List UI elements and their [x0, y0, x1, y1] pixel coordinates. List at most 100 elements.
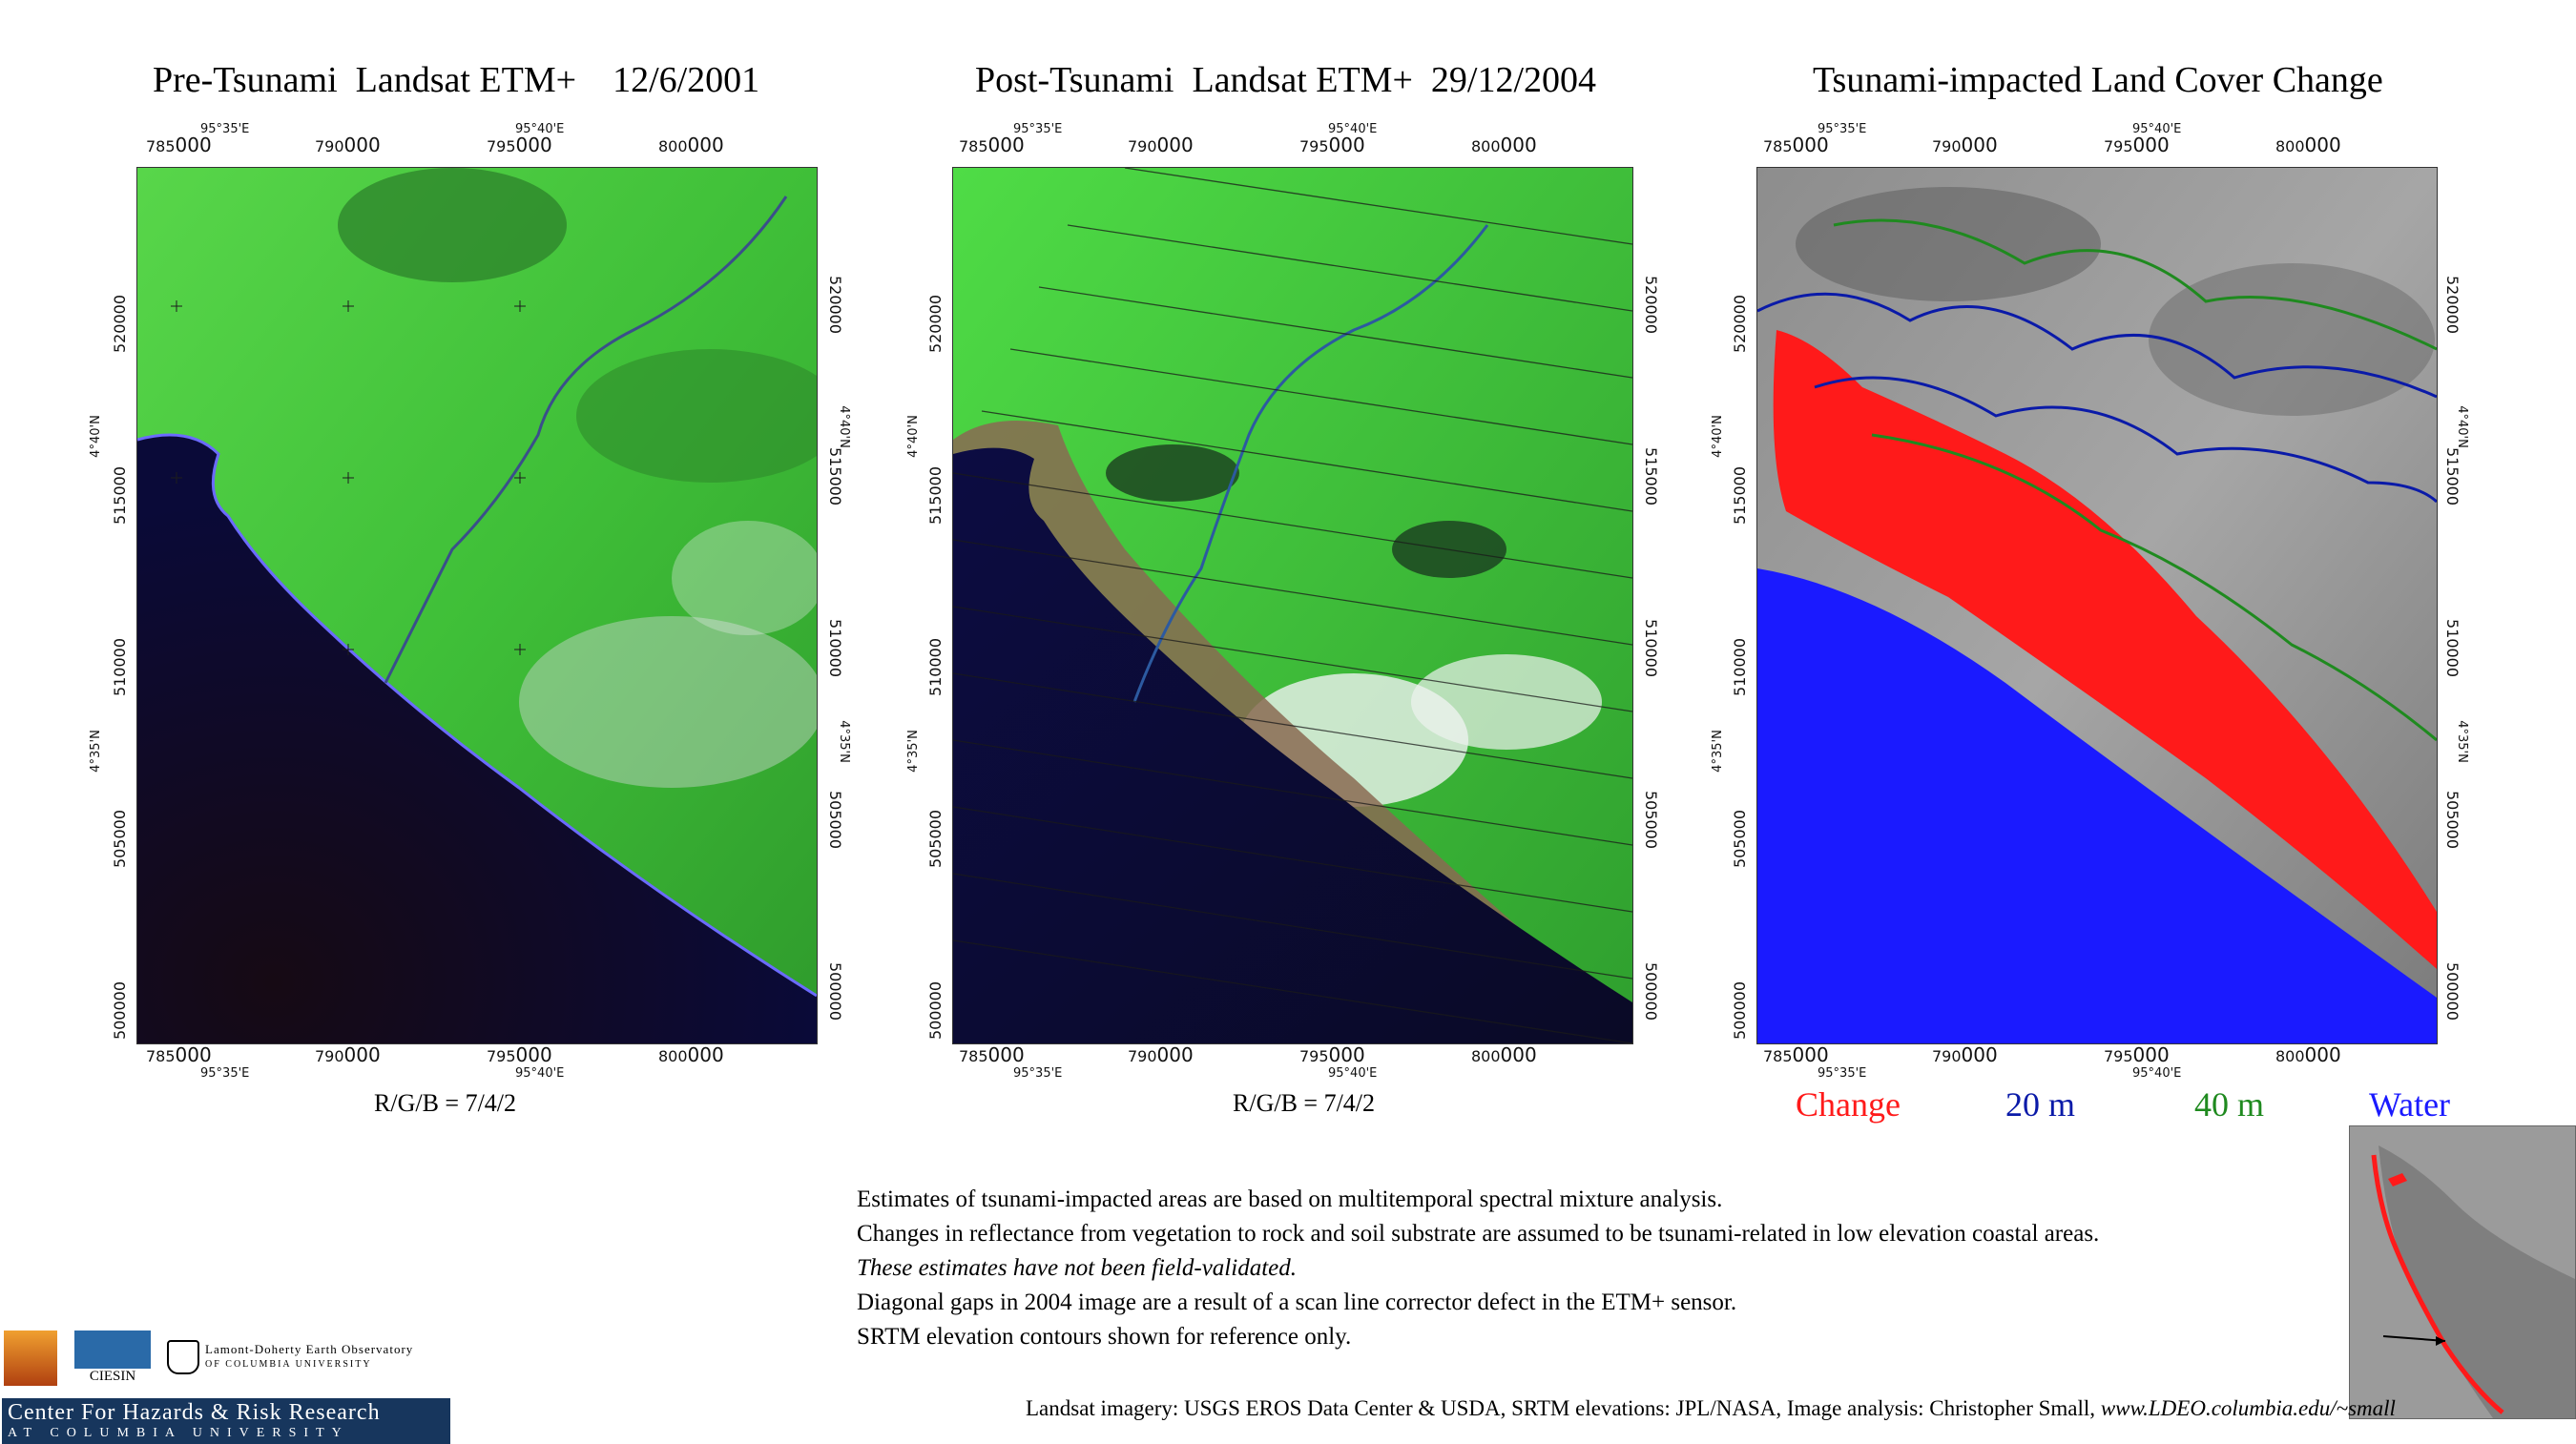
longitude-label: 95°40'E	[2132, 1066, 2182, 1081]
longitude-label: 95°40'E	[515, 1066, 565, 1081]
northing-label: 500000	[1731, 980, 1750, 1041]
easting-label: 795000	[1299, 134, 1365, 156]
longitude-label: 95°35'E	[200, 1066, 250, 1081]
northing-label: 505000	[826, 790, 845, 850]
panel-title-post: Post-Tsunami Landsat ETM+ 29/12/2004	[975, 60, 1597, 100]
legend-water: Water	[2369, 1085, 2451, 1124]
sedac-logo	[4, 1331, 57, 1386]
easting-label: 800000	[658, 1043, 724, 1066]
easting-label: 795000	[1299, 1043, 1365, 1066]
easting-label: 785000	[959, 1043, 1025, 1066]
northing-label: 510000	[926, 637, 945, 697]
northing-label: 515000	[826, 446, 845, 506]
easting-label: 785000	[1763, 1043, 1829, 1066]
northing-label: 515000	[111, 465, 130, 526]
northing-label: 505000	[926, 809, 945, 869]
latitude-label: 4°40'N	[2454, 405, 2469, 448]
easting-label: 800000	[2275, 1043, 2341, 1066]
northing-label: 500000	[111, 980, 130, 1041]
note-line: Diagonal gaps in 2004 image are a result…	[857, 1289, 1737, 1315]
northing-label: 510000	[111, 637, 130, 697]
panel-title-change: Tsunami-impacted Land Cover Change	[1813, 60, 2383, 100]
notes: Estimates of tsunami-impacted areas are …	[857, 1183, 2099, 1354]
northing-label: 520000	[1731, 294, 1750, 354]
latitude-label: 4°35'N	[836, 720, 851, 763]
easting-label: 790000	[1128, 134, 1194, 156]
northing-label: 505000	[111, 809, 130, 869]
chrr-line1: Center For Hazards & Risk Research	[8, 1400, 381, 1425]
northing-label: 500000	[2443, 961, 2462, 1021]
chrr-banner: Center For Hazards & Risk Research AT CO…	[2, 1398, 450, 1444]
longitude-label: 95°35'E	[200, 122, 250, 136]
easting-label: 800000	[658, 134, 724, 156]
legend-20m: 20 m	[2005, 1085, 2076, 1124]
northing-label: 515000	[926, 465, 945, 526]
easting-label: 800000	[2275, 134, 2341, 156]
easting-label: 790000	[1128, 1043, 1194, 1066]
northing-label: 520000	[111, 294, 130, 354]
legend-40m: 40 m	[2194, 1085, 2265, 1124]
chrr-line2: AT COLUMBIA UNIVERSITY	[8, 1426, 349, 1440]
easting-label: 795000	[2104, 134, 2170, 156]
easting-label: 795000	[487, 134, 552, 156]
longitude-label: 95°35'E	[1818, 1066, 1867, 1081]
easting-label: 785000	[146, 1043, 212, 1066]
easting-label: 790000	[315, 134, 381, 156]
ciesin-logo: CIESIN	[74, 1331, 151, 1390]
latitude-label: 4°35'N	[88, 730, 103, 773]
latitude-label: 4°40'N	[88, 415, 103, 458]
longitude-label: 95°40'E	[2132, 122, 2182, 136]
easting-label: 790000	[315, 1043, 381, 1066]
easting-label: 785000	[146, 134, 212, 156]
credits-url[interactable]: www.LDEO.columbia.edu/~small	[2100, 1396, 2396, 1420]
inset-overview-map	[2349, 1125, 2576, 1419]
band-caption-post: R/G/B = 7/4/2	[1233, 1089, 1376, 1117]
map-pre-tsunami	[136, 167, 818, 1044]
northing-label: 515000	[1642, 446, 1661, 506]
longitude-label: 95°40'E	[1328, 122, 1378, 136]
northing-label: 520000	[2443, 275, 2462, 335]
latitude-label: 4°35'N	[2454, 720, 2469, 763]
northing-label: 510000	[826, 618, 845, 678]
credits-text: Landsat imagery: USGS EROS Data Center &…	[1026, 1396, 2101, 1420]
longitude-label: 95°35'E	[1013, 1066, 1063, 1081]
easting-label: 790000	[1932, 1043, 1998, 1066]
latitude-label: 4°35'N	[1710, 730, 1725, 773]
northing-label: 510000	[1642, 618, 1661, 678]
northing-label: 520000	[926, 294, 945, 354]
easting-label: 800000	[1471, 134, 1537, 156]
longitude-label: 95°35'E	[1818, 122, 1867, 136]
longitude-label: 95°40'E	[1328, 1066, 1378, 1081]
easting-label: 795000	[487, 1043, 552, 1066]
northing-label: 505000	[2443, 790, 2462, 850]
northing-label: 510000	[2443, 618, 2462, 678]
band-caption-pre: R/G/B = 7/4/2	[374, 1089, 517, 1117]
note-line: Estimates of tsunami-impacted areas are …	[857, 1186, 1723, 1212]
map-post-tsunami	[952, 167, 1633, 1044]
note-line: SRTM elevation contours shown for refere…	[857, 1324, 1352, 1350]
note-line: Changes in reflectance from vegetation t…	[857, 1221, 2100, 1247]
northing-label: 500000	[826, 961, 845, 1021]
ldeo-logo: Lamont-Doherty Earth Observatory OF COLU…	[167, 1340, 453, 1388]
northing-label: 515000	[1731, 465, 1750, 526]
note-line: These estimates have not been field-vali…	[857, 1255, 1297, 1281]
easting-label: 795000	[2104, 1043, 2170, 1066]
easting-label: 785000	[1763, 134, 1829, 156]
latitude-label: 4°40'N	[836, 405, 851, 448]
latitude-label: 4°40'N	[905, 415, 921, 458]
easting-label: 800000	[1471, 1043, 1537, 1066]
latitude-label: 4°35'N	[905, 730, 921, 773]
institution-logos: CIESIN Lamont-Doherty Earth Observatory …	[0, 1331, 453, 1431]
latitude-label: 4°40'N	[1710, 415, 1725, 458]
easting-label: 785000	[959, 134, 1025, 156]
longitude-label: 95°35'E	[1013, 122, 1063, 136]
legend-change: Change	[1796, 1085, 1901, 1124]
easting-label: 790000	[1932, 134, 1998, 156]
northing-label: 510000	[1731, 637, 1750, 697]
northing-label: 520000	[1642, 275, 1661, 335]
northing-label: 500000	[1642, 961, 1661, 1021]
northing-label: 500000	[926, 980, 945, 1041]
panel-title-pre: Pre-Tsunami Landsat ETM+ 12/6/2001	[153, 60, 760, 100]
northing-label: 505000	[1642, 790, 1661, 850]
longitude-label: 95°40'E	[515, 122, 565, 136]
